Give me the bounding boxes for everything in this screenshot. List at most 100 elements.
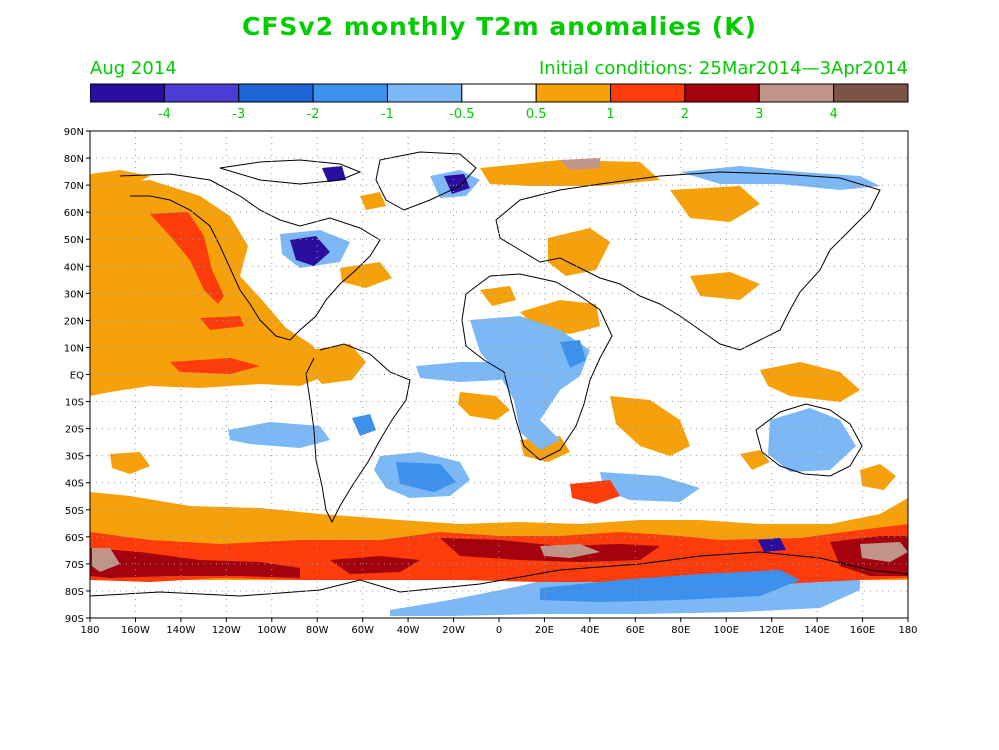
southern-ocean-extreme-pacific-east (860, 542, 908, 562)
cool-anomaly-extreme-layer (290, 166, 786, 552)
east-asia-arctic-cool (680, 166, 880, 190)
lat-tick-label: 90S (65, 614, 84, 625)
color-legend: -4 -3 -2 -1 -0.5 0.5 1 2 3 4 (90, 83, 909, 122)
south-indian-cool (600, 472, 700, 502)
lat-tick-label: 50S (65, 506, 84, 517)
lat-tick-label: 60S (65, 533, 84, 544)
coastlines (90, 151, 908, 597)
lat-tick-label: 40S (65, 479, 84, 490)
lon-tick-label: 140W (166, 625, 195, 636)
colorbar-tick-label: -4 (158, 107, 171, 122)
lon-tick-label: 80E (671, 625, 690, 636)
lat-tick-label: 80S (65, 587, 84, 598)
lat-tick-label: 90N (64, 127, 84, 138)
southern-ocean-strong-mid (330, 556, 420, 574)
south-pacific-cool-core (352, 414, 376, 436)
indian-ocean-patch (610, 396, 690, 456)
south-atlantic-cool-core (396, 462, 456, 492)
lon-tick-label: 0 (496, 625, 502, 636)
lon-tick-label: 100E (714, 625, 739, 636)
colorbar-tick-label: -2 (307, 107, 320, 122)
southern-ocean-extreme-south-atlantic (540, 544, 600, 558)
arctic-warm-europe (480, 160, 660, 186)
south-pacific-cool (228, 422, 330, 448)
lon-tick-label: 160W (121, 625, 150, 636)
lat-tick-labels: 90N 80N 70N 60N 50N 40N 30N 20N 10N EQ 10S 20S 30S 40… (64, 127, 90, 625)
canada-cold-spot (290, 236, 330, 266)
north-pacific-hot-strip (200, 316, 244, 330)
south-america-coast (305, 343, 411, 524)
lon-tick-label: 20E (535, 625, 554, 636)
colorbar-tick-label: 2 (681, 107, 689, 122)
antarctica-coast (90, 551, 908, 597)
lat-tick-label: 40N (64, 262, 84, 273)
colorbar-tick-label: -0.5 (449, 107, 474, 122)
warm-anomaly-strong-layer (90, 536, 908, 578)
siberia-warm (670, 186, 760, 222)
arctic-islands-coast (219, 159, 362, 185)
colorbar-tick-label: 4 (829, 107, 837, 122)
lon-tick-label: 140E (804, 625, 829, 636)
west-africa-warm (480, 286, 516, 306)
colorbar-swatch (833, 83, 909, 103)
lat-tick-label: 50N (64, 235, 84, 246)
lon-tick-label: 180 (80, 625, 99, 636)
lat-tick-label: 80N (64, 154, 84, 165)
south-pacific-patch (110, 452, 150, 474)
lon-tick-label: 60E (626, 625, 645, 636)
lon-tick-label: 40W (397, 625, 420, 636)
initial-conditions-label: Initial conditions: 25Mar2014—3Apr2014 (539, 58, 908, 79)
north-america-coast (119, 173, 381, 341)
north-atlantic-warm (340, 262, 392, 288)
lon-tick-label: 160E (850, 625, 875, 636)
northeast-pacific-hotspot (150, 212, 224, 304)
lat-tick-label: 10N (64, 343, 84, 354)
lat-tick-label: 70S (65, 560, 84, 571)
lat-tick-label: 30N (64, 289, 84, 300)
south-atlantic-patch (458, 392, 510, 420)
lat-tick-label: 70N (64, 181, 84, 192)
south-indian-hot (570, 480, 620, 504)
lon-tick-label: 20W (442, 625, 465, 636)
greenland-cold-spot (444, 174, 470, 194)
lon-tick-label: 60W (351, 625, 374, 636)
southern-ocean-extreme-west (92, 548, 120, 572)
lon-tick-label: 120E (759, 625, 784, 636)
lon-tick-label: 180 (898, 625, 917, 636)
africa-cool (470, 316, 590, 450)
antarctic-cool-core (540, 570, 800, 602)
australia-south-warm (740, 450, 770, 470)
arctic-cold-spot (322, 166, 346, 182)
lat-tick-label: 20S (65, 425, 84, 436)
lon-tick-label: 120W (212, 625, 241, 636)
colorbar-tick-label: 1 (606, 107, 614, 122)
se-asia-warm (760, 362, 860, 402)
central-pacific-hot (170, 358, 260, 374)
lon-tick-labels: 180 160W 140W 120W 100W 80W 60W 40W 20W 0 20E 40E 60… (80, 618, 918, 636)
china-warm (690, 272, 760, 300)
colorbar-tick-label: 3 (755, 107, 763, 122)
colorbar-tick-label: 0.5 (526, 107, 547, 122)
africa-coast (461, 273, 613, 461)
australia-coast (755, 403, 863, 477)
lat-tick-label: 10S (65, 398, 84, 409)
lat-tick-label: EQ (70, 371, 84, 382)
australia-cool (768, 408, 856, 472)
lon-tick-label: 80W (306, 625, 329, 636)
southern-ocean-strong-pacific (90, 548, 300, 578)
lat-tick-label: 20N (64, 316, 84, 327)
lat-tick-label: 60N (64, 208, 84, 219)
chart-title: CFSv2 monthly T2m anomalies (K) (241, 12, 758, 41)
south-america-warm (306, 344, 366, 384)
eurasia-coast (495, 171, 881, 351)
lon-tick-label: 40E (580, 625, 599, 636)
lon-tick-label: 100W (257, 625, 286, 636)
colorbar-tick-label: -1 (381, 107, 394, 122)
europe-warm (548, 228, 610, 276)
colorbar-tick-label: -3 (232, 107, 245, 122)
cool-anomaly-mid-layer (352, 340, 800, 602)
lat-tick-label: 30S (65, 452, 84, 463)
greenland-coast (375, 151, 477, 211)
valid-month-label: Aug 2014 (90, 58, 177, 79)
